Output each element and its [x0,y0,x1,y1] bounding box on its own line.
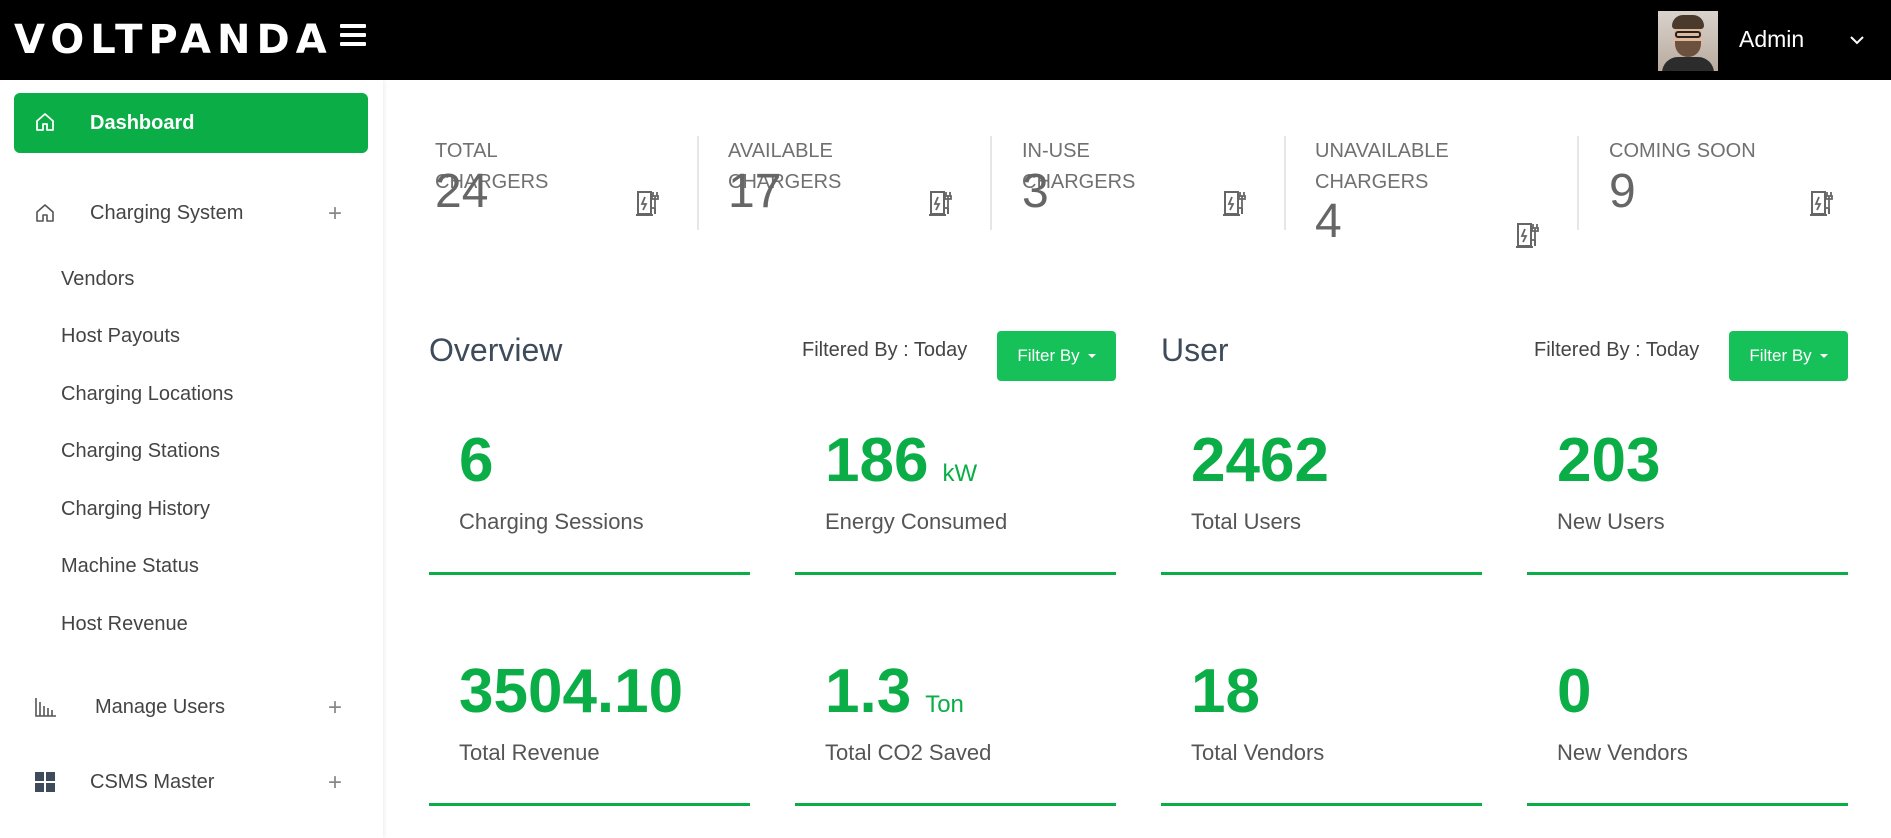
stat-label: TOTAL CHARGERS [435,140,549,193]
card-label: Total CO2 Saved [825,740,992,765]
sidebar-subitem-host-payouts[interactable]: Host Payouts [61,325,180,347]
stat-divider [1284,136,1286,230]
sidebar-subitem-charging-stations[interactable]: Charging Stations [61,440,220,462]
home-icon [36,204,54,222]
main-content: TOTAL CHARGERS 24 AVAILABLE CHARGERS 17 … [383,80,1891,838]
card-unit: Ton [925,691,964,718]
sidebar-subitem-vendors[interactable]: Vendors [61,268,135,290]
user-title: User [1161,332,1229,368]
card-charging-sessions: 6 Charging Sessions [429,425,750,575]
stat-value: 9 [1609,165,1636,218]
stat-label: AVAILABLE CHARGERS [728,140,842,193]
sidebar-item-csms-master[interactable]: CSMS Master + [0,757,383,807]
stat-unavailable-chargers: UNAVAILABLE CHARGERS 4 [1263,136,1553,266]
expand-plus-icon[interactable]: + [328,200,343,227]
stat-label: UNAVAILABLE CHARGERS [1315,140,1449,193]
card-value: 203 [1557,426,1661,495]
ev-charger-icon [1223,191,1246,216]
card-new-users: 203 New Users [1527,425,1848,575]
ev-charger-icon [1810,191,1833,216]
card-total-revenue: 3504.10 Total Revenue [429,656,750,806]
home-icon [36,113,54,131]
filter-button-label: Filter By [1017,346,1080,365]
card-unit: kW [942,460,978,487]
stat-value: 17 [728,165,782,218]
stat-in-use-chargers: IN-USE CHARGERS 3 [970,136,1260,266]
stat-divider [1577,136,1579,230]
avatar[interactable] [1658,11,1718,71]
sidebar-item-dashboard[interactable]: Dashboard [14,93,368,153]
overview-title: Overview [429,332,563,368]
card-label: New Vendors [1557,740,1688,765]
chevron-down-icon[interactable] [1847,30,1867,50]
card-label: Total Users [1191,509,1302,534]
stat-label: COMING SOON [1609,140,1756,162]
stat-available-chargers: AVAILABLE CHARGERS 17 [676,136,966,266]
overview-filtered-text: Filtered By : Today [802,339,968,361]
sidebar: Dashboard Charging System + Vendors Host… [0,80,383,838]
sidebar-item-charging-system[interactable]: Charging System + [0,188,383,238]
card-total-users: 2462 Total Users [1161,425,1482,575]
brand-logo[interactable]: VOLTPANDA [14,17,333,63]
card-label: New Users [1557,509,1665,534]
stat-coming-soon: COMING SOON 9 [1557,136,1847,266]
caret-down-icon [1087,354,1096,358]
grid-icon [35,772,55,792]
sidebar-item-label: Charging System [90,202,244,224]
stat-total-chargers: TOTAL CHARGERS 24 [383,136,673,266]
card-value: 2462 [1191,426,1329,495]
card-label: Energy Consumed [825,509,1008,534]
hamburger-menu-icon[interactable] [340,24,366,46]
ev-charger-icon [1516,223,1539,248]
sidebar-subitem-machine-status[interactable]: Machine Status [61,555,199,577]
card-value: 6 [459,426,494,495]
stat-divider [990,136,992,230]
sidebar-subitem-host-revenue[interactable]: Host Revenue [61,613,188,635]
card-value: 186 [825,426,929,495]
sidebar-item-manage-users[interactable]: Manage Users + [0,682,383,732]
top-navbar: VOLTPANDA Admin [0,0,1891,80]
card-total-vendors: 18 Total Vendors [1161,656,1482,806]
sidebar-item-label: Manage Users [95,696,226,718]
card-new-vendors: 0 New Vendors [1527,656,1848,806]
card-value: 0 [1557,657,1592,726]
bar-chart-icon [35,698,56,717]
card-label: Charging Sessions [459,509,644,534]
card-energy-consumed: 186 kW Energy Consumed [795,425,1116,575]
card-total-co2-saved: 1.3 Ton Total CO2 Saved [795,656,1116,806]
filter-button-label: Filter By [1749,346,1812,365]
card-value: 18 [1191,657,1260,726]
stat-label: IN-USE CHARGERS [1022,140,1136,193]
sidebar-item-label: Dashboard [90,112,195,134]
overview-filter-button[interactable]: Filter By [997,331,1116,381]
stat-value: 3 [1022,165,1049,218]
card-value: 1.3 [825,657,912,726]
expand-plus-icon[interactable]: + [328,694,343,721]
user-filter-button[interactable]: Filter By [1729,331,1848,381]
stat-value: 24 [435,165,489,218]
sidebar-subitem-charging-history[interactable]: Charging History [61,498,210,520]
ev-charger-icon [929,191,952,216]
stat-value: 4 [1315,195,1342,248]
expand-plus-icon[interactable]: + [328,769,343,796]
caret-down-icon [1819,354,1828,358]
ev-charger-icon [636,191,659,216]
user-menu[interactable]: Admin [1651,0,1891,80]
sidebar-item-label: CSMS Master [90,771,215,793]
user-name[interactable]: Admin [1739,26,1805,52]
card-value: 3504.10 [459,657,684,726]
stat-divider [697,136,699,230]
user-filtered-text: Filtered By : Today [1534,339,1700,361]
card-label: Total Vendors [1191,740,1325,765]
card-label: Total Revenue [459,740,600,765]
sidebar-subitem-charging-locations[interactable]: Charging Locations [61,383,234,405]
